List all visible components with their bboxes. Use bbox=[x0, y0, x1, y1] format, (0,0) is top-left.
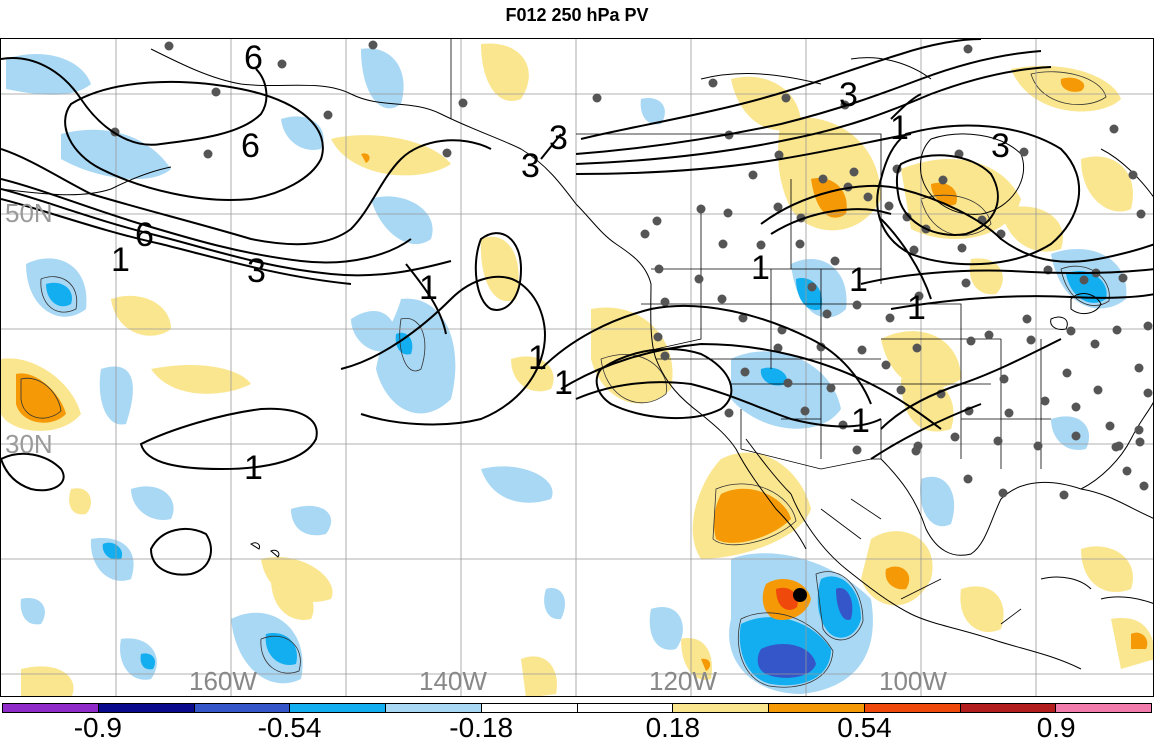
colorbar-swatch bbox=[960, 704, 1057, 712]
contour-label: 1 bbox=[554, 364, 573, 402]
contour-label: 1 bbox=[849, 261, 868, 299]
colorbar-swatch bbox=[481, 704, 578, 712]
contour-label: 6 bbox=[241, 127, 260, 165]
colorbar-swatch bbox=[673, 704, 769, 712]
contour-label: 3 bbox=[247, 252, 266, 290]
colorbar-label: 0.9 bbox=[1036, 712, 1076, 743]
graticule bbox=[1, 39, 1153, 696]
contour-label: 1 bbox=[751, 249, 770, 287]
lon-label-120w: 120W bbox=[649, 666, 717, 696]
colorbar-swatch bbox=[98, 704, 195, 712]
colorbar-label: -0.18 bbox=[449, 712, 514, 743]
political-borders bbox=[450, 39, 1051, 625]
lon-label-140w: 140W bbox=[419, 666, 487, 696]
contour-labels: 6 6 6 1 3 3 3 1 1 1 1 3 1 1 3 1 1 1 bbox=[111, 39, 1010, 487]
colorbar-swatch bbox=[769, 704, 865, 712]
map-panel: 6 6 6 1 3 3 3 1 1 1 1 3 1 1 3 1 1 1 50N … bbox=[0, 38, 1154, 697]
lat-label-50n: 50N bbox=[5, 198, 53, 228]
lat-label-30n: 30N bbox=[5, 429, 53, 459]
contour-label: 1 bbox=[419, 269, 438, 307]
lon-label-160w: 160W bbox=[189, 666, 257, 696]
coastlines bbox=[1, 48, 1153, 670]
colorbar-swatch bbox=[1056, 704, 1151, 712]
colorbar-label: 0.54 bbox=[837, 712, 892, 743]
anomaly-outlines bbox=[20, 71, 1110, 688]
colorbar-swatch bbox=[290, 704, 386, 712]
colorbar-swatch bbox=[864, 704, 961, 712]
contour-label: 1 bbox=[890, 109, 909, 147]
colorbar-label: -0.54 bbox=[257, 712, 322, 743]
contour-label: 1 bbox=[907, 289, 926, 327]
pv-contours bbox=[1, 39, 1153, 576]
lon-label-100w: 100W bbox=[879, 666, 947, 696]
colorbar-swatch bbox=[3, 704, 99, 712]
colorbar-swatch bbox=[577, 704, 674, 712]
pv-map: 6 6 6 1 3 3 3 1 1 1 1 3 1 1 3 1 1 1 50N … bbox=[1, 39, 1153, 696]
contour-label: 3 bbox=[521, 147, 540, 185]
contour-label: 6 bbox=[135, 216, 154, 254]
marker-dot bbox=[793, 588, 807, 602]
station-markers bbox=[110, 40, 1153, 500]
colorbar bbox=[2, 703, 1152, 713]
colorbar-label: -0.9 bbox=[73, 712, 122, 743]
contour-label: 1 bbox=[244, 449, 263, 487]
contour-label: 6 bbox=[244, 39, 263, 77]
contour-label: 1 bbox=[528, 339, 547, 377]
map-title: F012 250 hPa PV bbox=[505, 5, 649, 25]
contour-label: 1 bbox=[111, 241, 130, 279]
contour-label: 3 bbox=[839, 76, 858, 114]
contour-label: 1 bbox=[851, 402, 870, 440]
colorbar-label: 0.18 bbox=[645, 712, 701, 743]
contour-label: 3 bbox=[991, 127, 1010, 165]
colorbar-swatch bbox=[386, 704, 482, 712]
colorbar-swatch bbox=[194, 704, 291, 712]
contour-label: 3 bbox=[549, 119, 568, 157]
